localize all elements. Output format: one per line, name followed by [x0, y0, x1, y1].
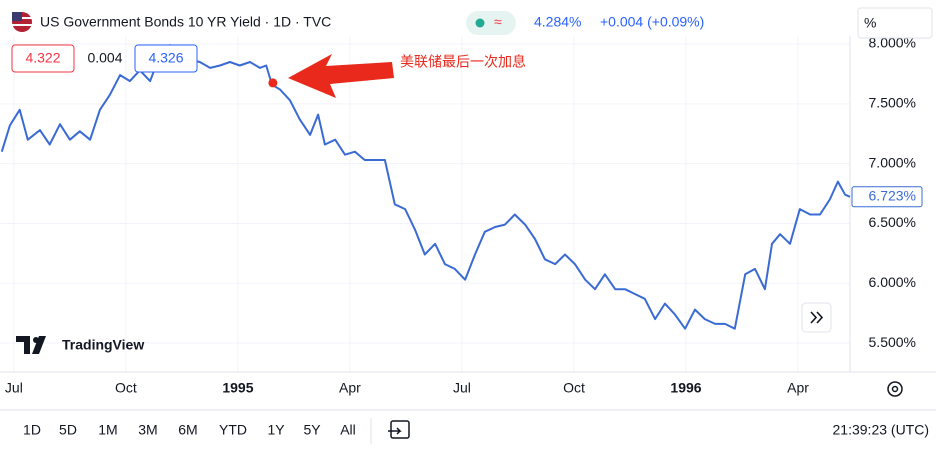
x-tick-label: 1995 — [222, 380, 253, 396]
annotation-point — [268, 78, 278, 88]
x-tick-label: Oct — [115, 380, 137, 396]
unit-button-label: % — [864, 15, 876, 31]
low-value: 4.322 — [25, 50, 60, 66]
last-value-box — [851, 186, 923, 208]
y-tick-label: 6.000% — [869, 274, 916, 290]
x-tick-label: Jul — [453, 380, 471, 396]
settings-icon[interactable] — [887, 381, 903, 397]
range-button[interactable]: 3M — [138, 422, 157, 438]
price-line — [0, 44, 851, 330]
annotation-text: 美联储最后一次加息 — [400, 54, 526, 70]
plot — [0, 44, 851, 330]
axes: 5.500% 6.000% 6.500% 7.000% 7.500% 8.000% Jul O… — [5, 35, 923, 396]
range-button[interactable]: 5Y — [303, 422, 321, 438]
range-button[interactable]: 1M — [98, 422, 117, 438]
unit-button[interactable] — [857, 7, 933, 39]
diff-value: 0.004 — [87, 50, 122, 66]
date-range-icon[interactable] — [390, 420, 410, 439]
date-range-arrow — [388, 427, 402, 435]
y-tick-label: 8.000% — [869, 35, 916, 51]
low-box — [11, 44, 75, 73]
y-tick-label: 5.500% — [869, 334, 916, 350]
market-open-dot — [475, 18, 485, 28]
toolbar: 1D 5D 1M 3M 6M YTD 1Y 5Y All — [23, 422, 356, 438]
y-tick-label: 6.500% — [869, 214, 916, 230]
x-tick-label: 1996 — [670, 380, 701, 396]
range-button[interactable]: 1D — [23, 422, 41, 438]
range-button[interactable]: YTD — [219, 422, 247, 438]
logo-text: TradingView — [62, 337, 144, 353]
x-tick-label: Jul — [5, 380, 23, 396]
status-chip[interactable] — [466, 11, 516, 35]
scroll-icon — [810, 311, 824, 324]
high-value: 4.326 — [148, 50, 183, 66]
range-button[interactable]: 1Y — [267, 422, 285, 438]
last-value-label: 6.723% — [869, 187, 916, 203]
y-tick-label: 7.000% — [869, 154, 916, 170]
range-button[interactable]: All — [340, 422, 356, 438]
flag-canton — [12, 12, 22, 21]
grid — [0, 36, 850, 372]
delayed-icon: ≈ — [494, 14, 502, 30]
x-tick-label: Apr — [339, 380, 361, 396]
x-tick-label: Apr — [787, 380, 809, 396]
clock: 21:39:23 (UTC) — [833, 422, 929, 438]
high-box — [134, 44, 198, 73]
annotation-arrow — [288, 54, 394, 98]
y-tick-label: 7.500% — [869, 95, 916, 111]
header-price: 4.284% — [534, 14, 581, 30]
header-change: +0.004 (+0.09%) — [600, 14, 704, 30]
logo-icon-dot — [33, 337, 39, 343]
x-tick-label: Oct — [563, 380, 585, 396]
symbol-title: US Government Bonds 10 YR Yield · 1D · T… — [40, 14, 331, 30]
range-button[interactable]: 6M — [178, 422, 197, 438]
range-button[interactable]: 5D — [59, 422, 77, 438]
settings-icon-center — [891, 385, 899, 393]
